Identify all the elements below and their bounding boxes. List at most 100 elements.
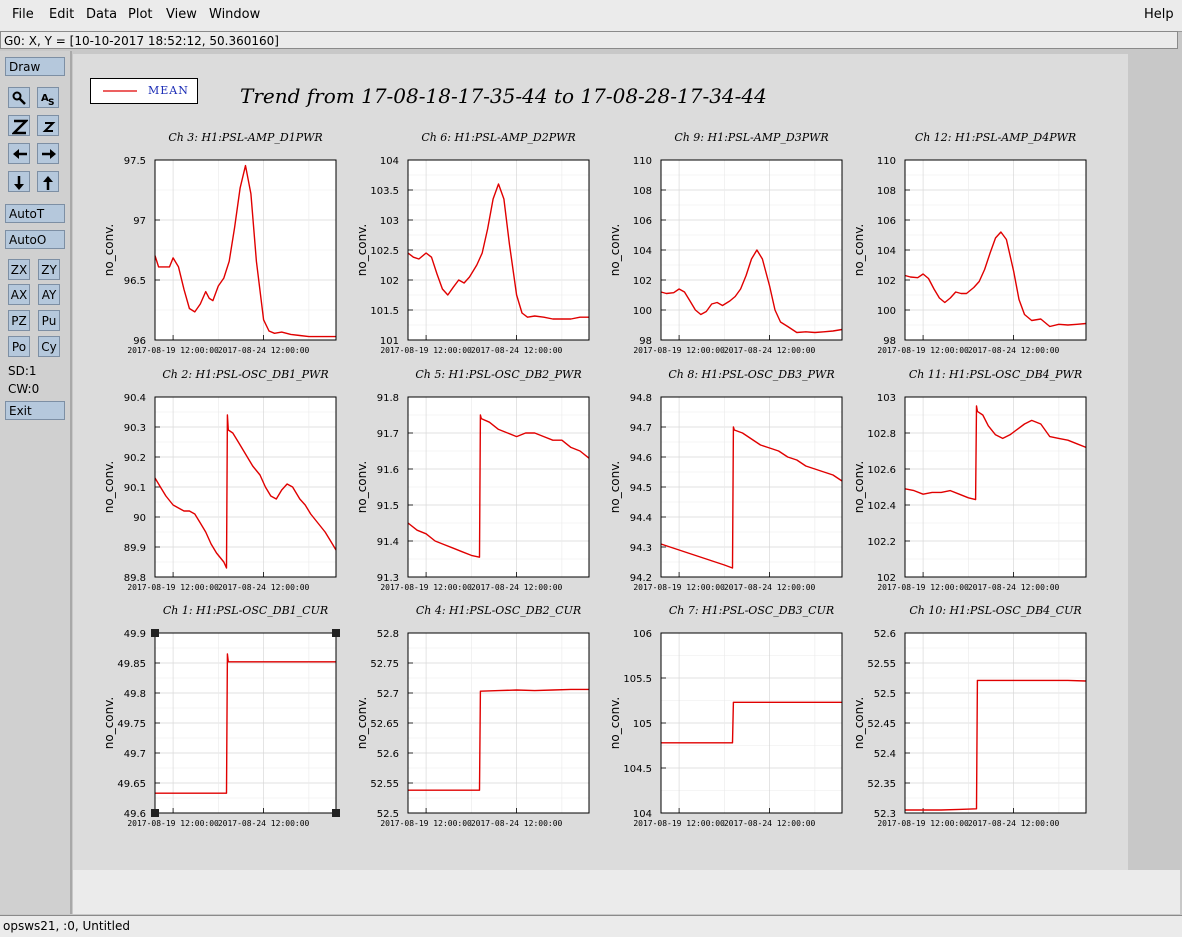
zy-button[interactable]: ZY [38,259,60,280]
autoo-button[interactable]: AutoO [5,230,65,249]
y-tick-label: 52.5 [377,809,399,820]
x-tick-label: 2017-08-24 12:00:00 [724,819,816,828]
zoom-z-large-button[interactable] [8,115,30,136]
zx-button[interactable]: ZX [8,259,30,280]
pan-up-button[interactable] [37,171,59,192]
panel-title: Ch 2: H1:PSL-OSC_DB1_PWR [162,368,328,381]
y-tick-label: 105 [633,719,652,730]
pan-left-button[interactable] [8,143,30,164]
series-line [155,653,336,794]
y-tick-label: 52.55 [867,659,896,670]
panel-title: Ch 7: H1:PSL-OSC_DB3_CUR [669,604,834,617]
y-tick-label: 94.6 [630,453,652,464]
y-tick-label: 98 [883,336,896,347]
zoom-z-small-button[interactable] [37,115,59,136]
plot-border [660,396,843,578]
y-tick-label: 104 [633,246,652,257]
y-tick-label: 52.5 [874,689,896,700]
y-tick-label: 52.35 [867,779,896,790]
y-tick-label: 91.7 [377,429,399,440]
cy-button[interactable]: Cy [38,336,60,357]
x-tick-label: 2017-08-24 12:00:00 [968,583,1060,592]
menu-view[interactable]: View [166,7,197,22]
exit-button[interactable]: Exit [5,401,65,420]
x-tick-label: 2017-08-19 12:00:00 [127,346,219,355]
zoom-glass-button[interactable] [8,87,30,108]
y-tick-label: 102 [380,276,399,287]
y-axis-label: no_conv. [355,697,369,749]
pan-down-button[interactable] [8,171,30,192]
y-tick-label: 104 [633,809,652,820]
series-line [660,249,843,334]
y-tick-label: 100 [633,306,652,317]
y-tick-label: 49.85 [117,659,146,670]
y-tick-label: 91.8 [377,393,399,404]
ay-button[interactable]: AY [38,284,60,305]
menu-window[interactable]: Window [209,7,261,22]
y-tick-label: 52.6 [377,749,399,760]
y-tick-label: 104.5 [623,764,652,775]
plot-border [904,632,1087,814]
x-tick-label: 2017-08-19 12:00:00 [127,583,219,592]
pz-button[interactable]: PZ [8,310,30,331]
selection-handle [151,809,159,817]
menu-plot[interactable]: Plot [128,7,153,22]
autot-button[interactable]: AutoT [5,204,65,223]
y-tick-label: 104 [877,246,896,257]
x-tick-label: 2017-08-24 12:00:00 [471,583,563,592]
y-tick-label: 52.4 [874,749,896,760]
y-axis-label: no_conv. [355,224,369,276]
ax-button[interactable]: AX [8,284,30,305]
x-tick-label: 2017-08-19 12:00:00 [877,346,969,355]
y-tick-label: 94.8 [630,393,652,404]
legend: MEAN [90,78,198,104]
po-button[interactable]: Po [8,336,30,357]
x-tick-label: 2017-08-24 12:00:00 [218,819,310,828]
menu-help[interactable]: Help [1144,7,1174,22]
arrow-down-icon [14,176,24,190]
panel-title: Ch 4: H1:PSL-OSC_DB2_CUR [416,604,581,617]
y-tick-label: 49.75 [117,719,146,730]
menu-edit[interactable]: Edit [49,7,75,22]
y-axis-label: no_conv. [852,224,866,276]
x-tick-label: 2017-08-24 12:00:00 [471,819,563,828]
y-tick-label: 102.8 [867,429,896,440]
y-tick-label: 97.5 [124,156,146,167]
x-tick-label: 2017-08-19 12:00:00 [380,583,472,592]
y-tick-label: 101.5 [370,306,399,317]
menu-file[interactable]: File [12,7,34,22]
panel-title: Ch 6: H1:PSL-AMP_D2PWR [421,131,575,144]
y-tick-label: 103 [877,393,896,404]
y-tick-label: 96 [133,336,146,347]
panel-title: Ch 10: H1:PSL-OSC_DB4_CUR [909,604,1081,617]
menu-data[interactable]: Data [86,7,118,22]
series-line [407,183,589,320]
svg-text:A: A [41,93,49,104]
y-axis-label: no_conv. [608,697,622,749]
plot-border [154,632,337,814]
svg-text:S: S [48,98,54,106]
pu-button[interactable]: Pu [38,310,60,331]
y-axis-label: no_conv. [102,697,116,749]
draw-button[interactable]: Draw [5,57,65,76]
zoom-z-large-icon [12,119,28,135]
y-tick-label: 91.3 [377,573,399,584]
y-tick-label: 52.55 [370,779,399,790]
y-tick-label: 108 [633,186,652,197]
panel-title: Ch 8: H1:PSL-OSC_DB3_PWR [668,368,834,381]
y-tick-label: 94.4 [630,513,652,524]
y-tick-label: 52.6 [874,629,896,640]
series-line [154,414,337,569]
pan-right-button[interactable] [37,143,59,164]
series-line [660,426,843,569]
y-tick-label: 102.6 [867,465,896,476]
panel-title: Ch 12: H1:PSL-AMP_D4PWR [915,131,1076,144]
y-tick-label: 106 [633,216,652,227]
x-tick-label: 2017-08-19 12:00:00 [877,819,969,828]
